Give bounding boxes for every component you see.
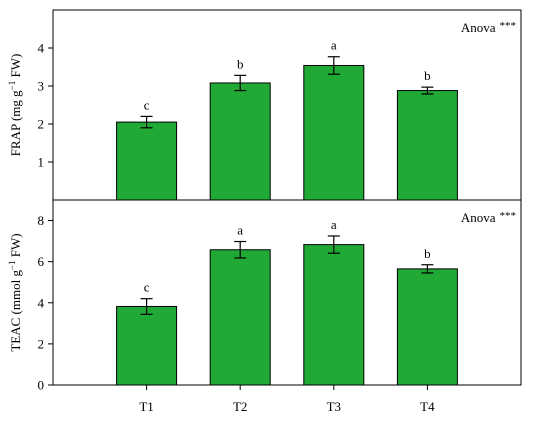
error-bar <box>421 86 434 95</box>
x-tick-label: T1 <box>139 399 153 414</box>
error-bar <box>140 298 153 315</box>
bar-t4 <box>396 90 458 201</box>
y-axis-title: TEAC (mmol g−1 FW) <box>7 233 23 351</box>
x-tick-label: T4 <box>420 399 435 414</box>
anova-annotation: Anova *** <box>461 20 516 35</box>
y-tick-label: 1 <box>38 155 45 170</box>
y-tick-label: 2 <box>38 117 45 132</box>
error-bar <box>234 240 247 259</box>
x-tick-label: T3 <box>327 399 341 414</box>
bar-t4 <box>396 268 458 386</box>
significance-letter: b <box>424 68 431 83</box>
error-bar <box>234 74 247 92</box>
bar-t1 <box>116 121 178 201</box>
y-tick-label: 4 <box>38 41 45 56</box>
bar-t2 <box>209 249 271 386</box>
bar-t1 <box>116 305 178 386</box>
significance-letter: a <box>331 217 337 232</box>
error-bar <box>421 264 434 274</box>
anova-annotation: Anova *** <box>461 210 516 225</box>
significance-letter: b <box>424 246 431 261</box>
frap-panel: 1 2 3 4 FRAP (mg g−1 FW) Anova *** c b a b <box>7 9 522 201</box>
significance-letter: a <box>237 223 243 238</box>
y-axis-title: FRAP (mg g−1 FW) <box>7 54 23 157</box>
y-tick-label: 0 <box>38 378 45 393</box>
error-bar <box>140 115 153 129</box>
bar-t3 <box>303 64 365 201</box>
y-tick-label: 8 <box>38 213 45 228</box>
error-bar <box>327 56 340 75</box>
teac-panel: 0 2 4 6 8 TEAC (mmol g−1 FW) Anova *** c a a b T1 T2 T… <box>7 199 522 414</box>
x-tick-label: T2 <box>233 399 247 414</box>
significance-letter: c <box>144 97 150 112</box>
bar-t3 <box>303 244 365 386</box>
y-tick-label: 6 <box>38 254 45 269</box>
plot-frame <box>52 199 522 386</box>
y-tick-label: 4 <box>38 295 45 310</box>
significance-letter: b <box>237 56 244 71</box>
significance-letter: a <box>331 38 337 53</box>
y-tick-label: 2 <box>38 336 45 351</box>
bar-t2 <box>209 82 271 201</box>
error-bar <box>327 235 340 254</box>
y-tick-label: 3 <box>38 79 45 94</box>
significance-letter: c <box>144 280 150 295</box>
